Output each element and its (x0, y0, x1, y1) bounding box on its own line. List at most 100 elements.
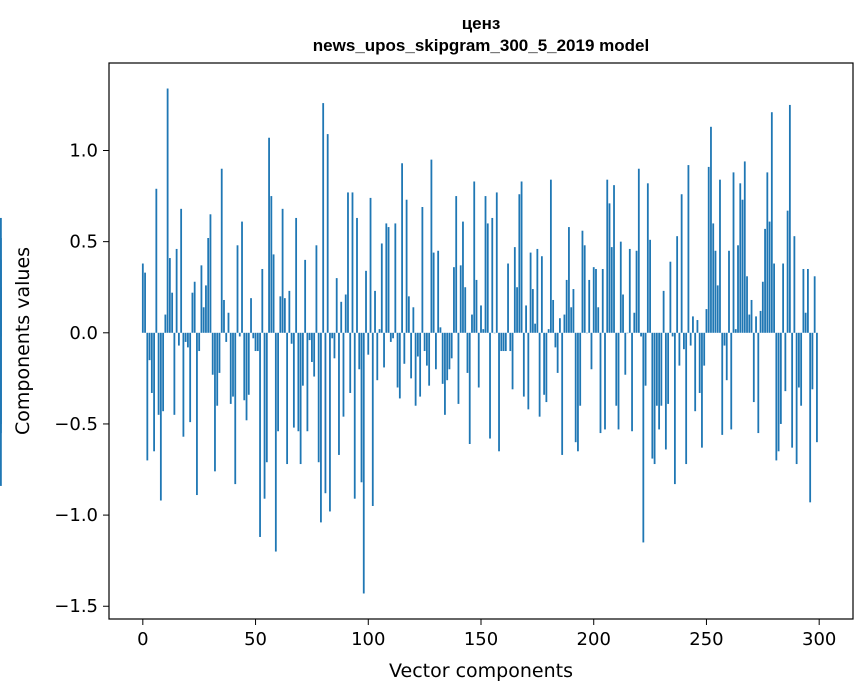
bar (227, 312, 230, 333)
bar (403, 332, 406, 364)
bar (265, 332, 268, 463)
bar (173, 332, 176, 415)
bar (462, 221, 464, 333)
bar (604, 332, 606, 430)
bar (669, 261, 672, 333)
bar (331, 332, 334, 339)
bar (191, 292, 194, 333)
y-tick-label: 1.0 (69, 141, 98, 162)
bar (678, 332, 681, 366)
bar (317, 332, 320, 463)
bar (791, 332, 794, 448)
bar (574, 332, 577, 443)
bar (534, 323, 537, 333)
bar (721, 332, 724, 435)
bar (723, 332, 726, 346)
bar (349, 332, 352, 393)
x-tick-label: 150 (464, 629, 498, 650)
bar (800, 332, 803, 406)
bar (759, 310, 762, 333)
bar (813, 276, 816, 333)
bar (504, 332, 507, 352)
bar (635, 250, 638, 333)
bar (464, 287, 467, 333)
bar (655, 332, 658, 406)
bar (405, 199, 408, 333)
bar (764, 228, 766, 333)
bar (590, 332, 593, 370)
bar (692, 316, 694, 333)
bar (554, 332, 557, 348)
bar (252, 332, 255, 339)
bar (141, 263, 144, 333)
bar (362, 332, 365, 594)
bar (761, 281, 764, 333)
bar (241, 221, 243, 333)
bar (437, 250, 440, 333)
bar (673, 332, 676, 485)
bar (358, 332, 361, 370)
bar (565, 279, 568, 333)
bar (392, 332, 394, 339)
bar (486, 223, 489, 333)
bar (581, 230, 584, 333)
bar (396, 332, 399, 388)
bar (365, 270, 367, 333)
bar (500, 332, 503, 352)
bar (741, 199, 744, 333)
bar (701, 332, 703, 448)
bar (597, 307, 600, 333)
bar (274, 332, 277, 552)
bar (211, 332, 214, 375)
bar (394, 223, 397, 333)
bar (649, 239, 651, 333)
bar (592, 267, 595, 333)
bar (583, 245, 586, 333)
bar (685, 332, 688, 465)
bar (367, 332, 370, 355)
bar (218, 332, 221, 373)
bar (624, 332, 627, 375)
bar (444, 332, 446, 415)
bar (482, 329, 485, 333)
bar (522, 332, 525, 397)
bar (518, 194, 521, 333)
bar (301, 332, 304, 386)
bar (182, 332, 185, 437)
bar-series (0, 88, 818, 594)
bar (297, 332, 300, 432)
bar (214, 332, 216, 472)
bar (374, 290, 376, 333)
bar (342, 332, 345, 417)
bar (146, 332, 149, 461)
bar (159, 332, 162, 501)
bar (637, 168, 640, 333)
bar (770, 112, 773, 333)
bar (315, 245, 318, 333)
bar (236, 245, 239, 333)
bar (207, 238, 210, 333)
bar (389, 332, 392, 342)
bar (793, 236, 796, 333)
bar (0, 332, 2, 337)
bar (784, 332, 787, 392)
bar (425, 332, 428, 366)
bar (653, 332, 656, 465)
bar (205, 285, 207, 333)
bar (270, 196, 273, 333)
bar (351, 192, 354, 333)
bar (468, 332, 471, 444)
bar (292, 332, 295, 428)
bar (631, 332, 633, 432)
bar (177, 332, 180, 346)
bar (615, 332, 618, 406)
bar (588, 279, 591, 333)
bar (283, 298, 286, 333)
x-tick-label: 50 (244, 629, 267, 650)
bar (457, 332, 460, 404)
bar (356, 217, 358, 333)
bar (281, 208, 284, 333)
bar (0, 332, 2, 434)
bar (256, 332, 259, 352)
bar (728, 250, 730, 333)
